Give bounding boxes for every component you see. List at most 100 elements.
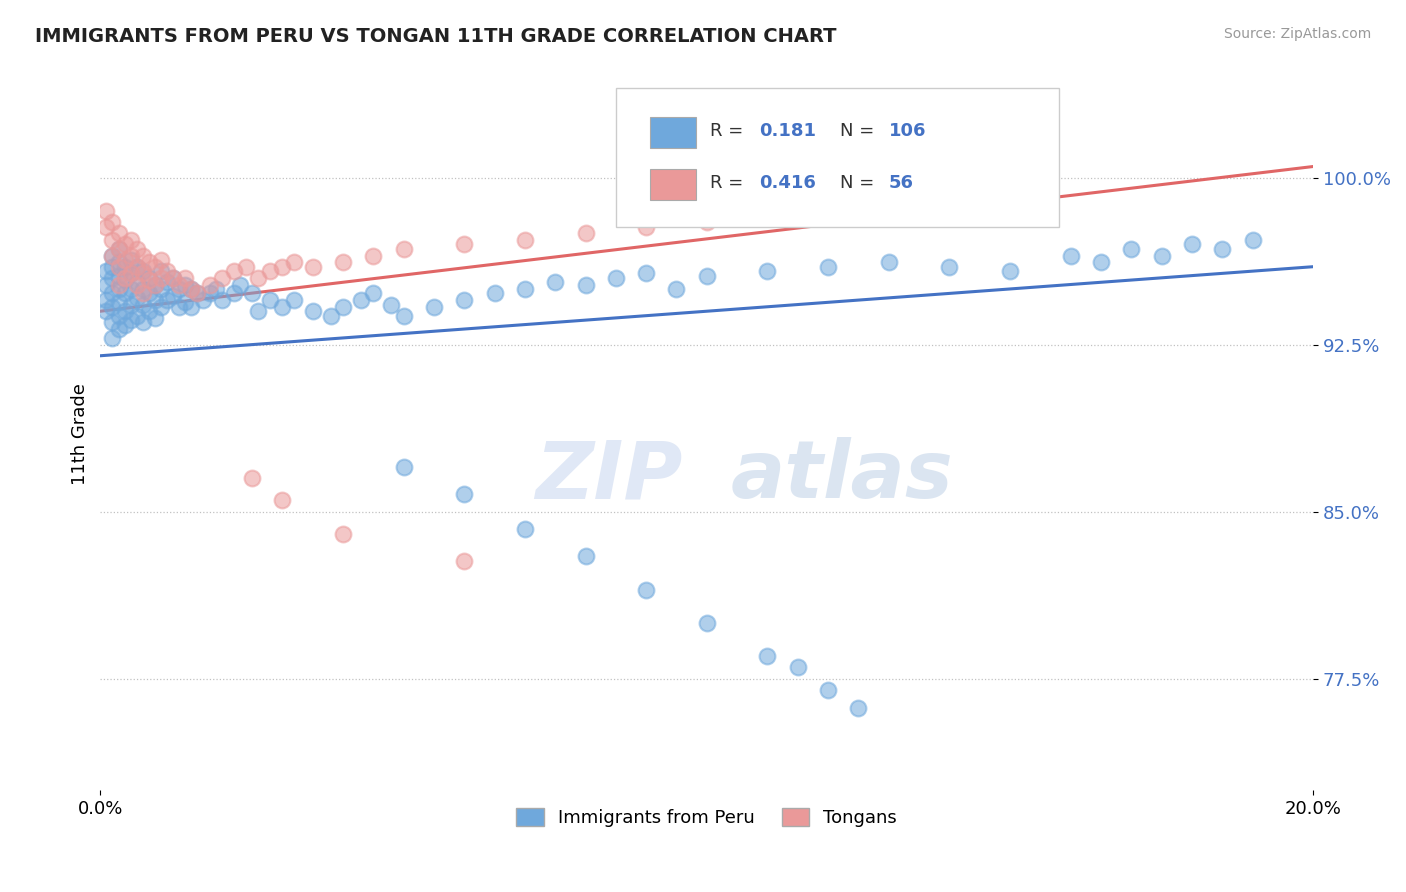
Point: [96, 264, 118, 278]
Y-axis label: 11th Grade: 11th Grade: [72, 383, 89, 484]
Point: [125, 277, 148, 292]
Point: [96, 293, 118, 307]
Point: [696, 268, 718, 283]
Point: [150, 252, 173, 267]
Point: [107, 309, 129, 323]
Point: [101, 215, 124, 229]
Point: [696, 615, 718, 630]
Point: [143, 293, 166, 307]
FancyBboxPatch shape: [650, 169, 696, 200]
Point: [125, 275, 148, 289]
Point: [156, 293, 179, 307]
Point: [222, 264, 245, 278]
Point: [235, 260, 257, 274]
Point: [120, 282, 142, 296]
Point: [120, 252, 142, 267]
Point: [167, 282, 190, 296]
Text: R =: R =: [710, 122, 749, 140]
Point: [143, 260, 166, 274]
Point: [120, 266, 142, 280]
Point: [156, 264, 179, 278]
Point: [636, 219, 658, 234]
Point: [132, 264, 155, 278]
Point: [211, 293, 233, 307]
Point: [162, 288, 184, 302]
Point: [332, 527, 354, 541]
Point: [453, 553, 475, 567]
Point: [1060, 249, 1083, 263]
Point: [101, 233, 124, 247]
Text: Source: ZipAtlas.com: Source: ZipAtlas.com: [1223, 27, 1371, 41]
Point: [120, 313, 142, 327]
Point: [193, 293, 215, 307]
Point: [96, 204, 118, 219]
Point: [319, 309, 342, 323]
Point: [132, 266, 155, 280]
Text: 0.181: 0.181: [759, 122, 815, 140]
Point: [259, 293, 281, 307]
Point: [453, 237, 475, 252]
Point: [174, 270, 197, 285]
Point: [138, 286, 160, 301]
Point: [1090, 255, 1112, 269]
Point: [120, 249, 142, 263]
Point: [756, 649, 779, 664]
FancyBboxPatch shape: [650, 117, 696, 148]
Point: [114, 252, 136, 267]
Point: [574, 277, 596, 292]
Point: [665, 282, 688, 296]
Point: [848, 700, 870, 714]
Point: [453, 487, 475, 501]
Point: [332, 300, 354, 314]
Text: ZIP: ZIP: [536, 437, 682, 516]
Point: [107, 322, 129, 336]
Point: [271, 300, 294, 314]
Point: [271, 260, 294, 274]
Point: [143, 277, 166, 292]
Text: atlas: atlas: [731, 437, 953, 516]
Point: [938, 260, 960, 274]
Point: [332, 255, 354, 269]
Point: [636, 266, 658, 280]
Point: [392, 309, 415, 323]
Point: [125, 260, 148, 274]
Point: [167, 277, 190, 292]
Point: [361, 249, 384, 263]
Point: [998, 264, 1021, 278]
Point: [240, 471, 263, 485]
Point: [138, 304, 160, 318]
Point: [1150, 249, 1173, 263]
Point: [222, 286, 245, 301]
Point: [150, 264, 173, 278]
Point: [101, 331, 124, 345]
Point: [114, 286, 136, 301]
Point: [125, 309, 148, 323]
Point: [125, 291, 148, 305]
Point: [174, 295, 197, 310]
Point: [107, 255, 129, 269]
Point: [247, 270, 270, 285]
Point: [107, 282, 129, 296]
Text: IMMIGRANTS FROM PERU VS TONGAN 11TH GRADE CORRELATION CHART: IMMIGRANTS FROM PERU VS TONGAN 11TH GRAD…: [35, 27, 837, 45]
Point: [605, 270, 627, 285]
Point: [101, 300, 124, 314]
Point: [138, 255, 160, 269]
Point: [150, 282, 173, 296]
Point: [138, 273, 160, 287]
Point: [380, 297, 402, 311]
Point: [101, 286, 124, 301]
Point: [107, 242, 129, 256]
Point: [143, 277, 166, 292]
Point: [114, 304, 136, 318]
Text: 106: 106: [889, 122, 927, 140]
Point: [247, 304, 270, 318]
Text: R =: R =: [710, 174, 749, 192]
Point: [301, 260, 323, 274]
Point: [101, 315, 124, 329]
Point: [229, 277, 252, 292]
Point: [877, 255, 900, 269]
Point: [786, 660, 808, 674]
Point: [513, 233, 536, 247]
Point: [150, 300, 173, 314]
Point: [107, 268, 129, 283]
